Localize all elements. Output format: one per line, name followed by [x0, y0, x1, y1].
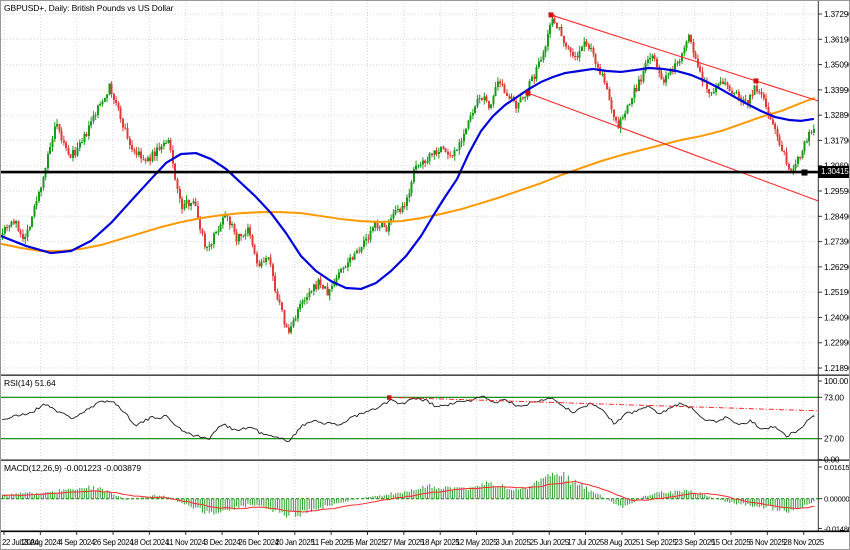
svg-text:1.26290: 1.26290 — [824, 262, 850, 272]
svg-text:1.35090: 1.35090 — [824, 60, 850, 70]
price-line-tag: 1.30415 — [818, 166, 849, 178]
ma-fast-line — [1, 66, 815, 291]
svg-text:26 Dec 2024: 26 Dec 2024 — [238, 538, 279, 547]
svg-text:27.00: 27.00 — [824, 434, 844, 444]
svg-text:13 Aug 2024: 13 Aug 2024 — [20, 538, 61, 547]
time-scale[interactable] — [1, 532, 849, 549]
trendline-handle[interactable] — [525, 90, 531, 96]
trendline-handle[interactable] — [753, 78, 759, 84]
svg-text:0.00: 0.00 — [824, 455, 840, 465]
grid-layer — [1, 3, 818, 531]
svg-text:1.28490: 1.28490 — [824, 211, 850, 221]
svg-text:18 Apr 2025: 18 Apr 2025 — [421, 538, 460, 547]
rsi-indicator-label: RSI(14) 51.64 — [4, 378, 56, 388]
price-axis-labels: 1.37290 1.36190 1.35090 1.33990 1.32890 1.317… — [818, 9, 850, 533]
svg-text:1.25190: 1.25190 — [824, 287, 850, 297]
svg-text:6 Nov 2025: 6 Nov 2025 — [749, 538, 786, 547]
chart-title: GBPUSD+, Daily: British Pounds vs US Dol… — [4, 3, 174, 13]
svg-text:1.22990: 1.22990 — [824, 338, 850, 348]
svg-text:1.27390: 1.27390 — [824, 237, 850, 247]
svg-text:1.37290: 1.37290 — [824, 9, 850, 19]
svg-text:5 Mar 2025: 5 Mar 2025 — [350, 538, 387, 547]
svg-text:15 Oct 2025: 15 Oct 2025 — [712, 538, 752, 547]
svg-text:1.21890: 1.21890 — [824, 363, 850, 373]
main-chart-panel[interactable] — [1, 1, 818, 374]
candles-layer — [1, 14, 815, 335]
rsi-trendline-handle[interactable] — [387, 395, 392, 400]
svg-text:23 Sep 2025: 23 Sep 2025 — [674, 538, 715, 547]
rsi-panel[interactable] — [1, 377, 818, 459]
macd-layer — [1, 471, 818, 518]
ma-slow-line — [1, 97, 815, 253]
price-line[interactable] — [1, 169, 818, 176]
macd-indicator-label: MACD(12,26,9) -0.001223 -0.003879 — [4, 463, 142, 473]
svg-text:12 May 2025: 12 May 2025 — [456, 538, 498, 547]
svg-text:26 Sep 2024: 26 Sep 2024 — [93, 538, 134, 547]
svg-text:1.29590: 1.29590 — [824, 186, 850, 196]
svg-text:0.000000: 0.000000 — [824, 495, 850, 504]
svg-text:3 Dec 2024: 3 Dec 2024 — [204, 538, 241, 547]
svg-text:1.32890: 1.32890 — [824, 110, 850, 120]
svg-text:1.33990: 1.33990 — [824, 85, 850, 95]
svg-text:1.24090: 1.24090 — [824, 312, 850, 322]
trendlines-layer[interactable] — [525, 12, 819, 202]
svg-text:1.30690: 1.30690 — [824, 161, 850, 171]
rsi-layer — [1, 395, 819, 442]
svg-text:22 Jul 2024: 22 Jul 2024 — [2, 538, 39, 547]
svg-text:1.31790: 1.31790 — [824, 135, 850, 145]
svg-text:25 Jun 2025: 25 Jun 2025 — [530, 538, 570, 547]
svg-text:28 Nov 2025: 28 Nov 2025 — [784, 538, 825, 547]
svg-text:17 Jul 2025: 17 Jul 2025 — [567, 538, 604, 547]
svg-text:-0.014865: -0.014865 — [824, 524, 850, 533]
svg-text:20 Jan 2025: 20 Jan 2025 — [275, 538, 315, 547]
separators — [1, 1, 849, 533]
svg-text:100.00: 100.00 — [824, 376, 849, 386]
trendline-handle[interactable] — [548, 12, 554, 18]
svg-text:1.36190: 1.36190 — [824, 34, 850, 44]
svg-text:8 Aug 2025: 8 Aug 2025 — [604, 538, 641, 547]
svg-text:18 Oct 2024: 18 Oct 2024 — [130, 538, 170, 547]
svg-text:27 Mar 2025: 27 Mar 2025 — [384, 538, 425, 547]
price-scale[interactable] — [818, 1, 849, 531]
svg-text:0.016151: 0.016151 — [824, 463, 850, 472]
svg-text:11 Feb 2025: 11 Feb 2025 — [311, 538, 351, 547]
price-line-handle[interactable] — [801, 169, 808, 176]
svg-text:4 Sep 2024: 4 Sep 2024 — [59, 538, 96, 547]
svg-text:1 Sep 2025: 1 Sep 2025 — [640, 538, 677, 547]
svg-text:3 Jun 2025: 3 Jun 2025 — [495, 538, 531, 547]
svg-text:73.00: 73.00 — [824, 392, 844, 402]
svg-text:11 Nov 2024: 11 Nov 2024 — [166, 538, 207, 547]
